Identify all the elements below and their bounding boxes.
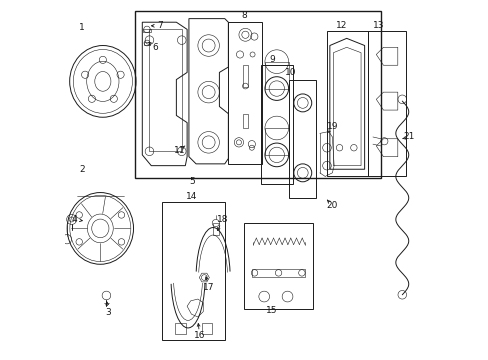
Text: 8: 8 <box>241 10 247 19</box>
Bar <box>228 22 262 164</box>
Text: 1: 1 <box>78 23 84 32</box>
Text: 13: 13 <box>372 21 384 30</box>
Bar <box>242 114 248 128</box>
Text: 17: 17 <box>203 283 214 292</box>
Bar <box>251 269 305 277</box>
Text: 9: 9 <box>269 55 275 64</box>
Text: 14: 14 <box>185 192 197 201</box>
Text: 4: 4 <box>71 215 77 224</box>
Bar <box>175 323 185 334</box>
Bar <box>264 62 288 89</box>
Bar <box>260 65 292 184</box>
Text: 16: 16 <box>194 332 205 341</box>
Bar <box>135 12 380 178</box>
Text: 15: 15 <box>265 306 277 315</box>
Text: 21: 21 <box>403 132 414 141</box>
Bar <box>144 42 149 45</box>
Bar <box>326 31 367 176</box>
Bar <box>289 80 316 198</box>
Text: 6: 6 <box>152 43 158 52</box>
Bar <box>244 223 312 309</box>
Text: 10: 10 <box>285 68 296 77</box>
Text: 18: 18 <box>217 215 228 224</box>
Text: 2: 2 <box>80 165 85 174</box>
Text: 11: 11 <box>173 146 184 155</box>
Text: 3: 3 <box>105 308 111 317</box>
Text: 5: 5 <box>189 177 195 186</box>
Bar <box>212 223 218 234</box>
Bar <box>242 65 248 87</box>
Bar <box>149 30 182 151</box>
Bar <box>202 323 212 334</box>
Bar <box>367 31 405 176</box>
Text: 19: 19 <box>326 122 337 131</box>
Text: 7: 7 <box>157 21 163 30</box>
Text: 12: 12 <box>336 21 347 30</box>
Bar <box>162 202 224 339</box>
Bar <box>264 128 288 155</box>
Text: 20: 20 <box>326 201 337 210</box>
Bar <box>143 29 150 32</box>
